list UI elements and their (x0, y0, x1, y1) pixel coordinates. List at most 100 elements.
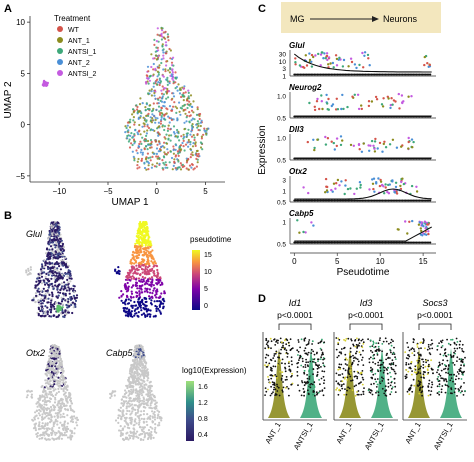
umap-point (138, 123, 141, 127)
feature-cell (120, 294, 123, 297)
feature-cell (122, 293, 125, 296)
umap-point (196, 133, 199, 136)
feature-cell (123, 284, 126, 287)
feature-cell (133, 314, 136, 317)
feature-cell (50, 371, 53, 374)
umap-point (175, 144, 178, 147)
violin-point (321, 338, 323, 341)
violin-point (308, 339, 311, 341)
feature-cell (113, 394, 116, 397)
umap-point (186, 134, 189, 137)
feature-cell (32, 296, 36, 299)
feature-cell (57, 307, 61, 310)
feature-cell (131, 363, 134, 366)
pseudotime-point (334, 54, 338, 57)
umap-point (165, 142, 169, 145)
feature-cell (45, 403, 48, 406)
umap-point (161, 85, 164, 88)
feature-cell (159, 303, 162, 306)
feature-cell (63, 285, 66, 288)
umap-point (152, 152, 155, 155)
umap-point (162, 31, 165, 34)
pseudotime-y-tick-label: 1.0 (277, 94, 286, 101)
feature-cell (136, 252, 139, 255)
legend-label: ANTSI_2 (68, 71, 97, 78)
violin-point (272, 357, 275, 359)
umap-point (153, 43, 156, 47)
feature-cell (54, 388, 57, 391)
umap-point (172, 92, 175, 95)
feature-cell (147, 259, 150, 262)
violin-category-label: ANT_1 (334, 421, 353, 446)
feature-cell (142, 375, 145, 378)
violin-point (344, 369, 347, 372)
feature-cell (50, 277, 53, 280)
umap-point (160, 97, 164, 100)
pseudotime-colorbar (192, 250, 200, 310)
feature-cell (52, 254, 55, 257)
feature-cell (130, 265, 133, 268)
umap-point (151, 109, 155, 112)
feature-cell (66, 408, 69, 411)
feature-cell (73, 296, 76, 299)
violin-point (350, 355, 352, 358)
umap-point (157, 155, 160, 158)
violin-point (311, 358, 314, 361)
legend-swatch (57, 37, 63, 43)
feature-cell (126, 426, 129, 429)
violin-point (354, 394, 357, 397)
umap-point (146, 160, 149, 163)
feature-cell (44, 296, 47, 299)
pseudotime-point (410, 138, 414, 141)
feature-cell (123, 310, 126, 313)
feature-cell (141, 291, 144, 294)
pseudotime-point (321, 51, 324, 54)
umap-point (195, 123, 198, 126)
pseudotime-point (335, 137, 339, 140)
pseudotime-y-tick-label: 1 (282, 220, 286, 227)
umap-point (182, 139, 185, 142)
umap-point (155, 54, 158, 57)
violin-point (357, 390, 360, 392)
pseudotime-point (372, 144, 375, 147)
umap-point (126, 134, 129, 138)
violin-point (320, 354, 323, 356)
pseudotime-point (330, 140, 333, 143)
feature-cell (51, 362, 54, 365)
violin-point (296, 371, 299, 373)
feature-cell (47, 297, 50, 300)
umap-point (192, 134, 195, 137)
umap-point (157, 121, 160, 124)
pseudotime-gene-label: Otx2 (289, 167, 307, 176)
violin-point (286, 352, 289, 355)
feature-cell (60, 387, 63, 390)
feature-cell (50, 393, 54, 396)
umap-point (163, 113, 166, 116)
violin-point (358, 351, 361, 354)
feature-cell (155, 307, 158, 310)
pseudotime-point (383, 140, 386, 143)
feature-cell (62, 424, 65, 427)
violin-point (284, 347, 286, 350)
pseudotime-point (347, 65, 350, 68)
feature-cell (139, 359, 142, 362)
feature-cell (138, 393, 141, 396)
feature-cell (138, 426, 142, 429)
umap-point (179, 168, 183, 171)
umap-point (172, 164, 175, 167)
violin-point (269, 358, 272, 361)
feature-cell (61, 262, 64, 265)
feature-cell (41, 314, 44, 317)
violin-point (276, 385, 279, 388)
feature-cell (59, 413, 62, 416)
violin-point (279, 337, 282, 340)
pseudotime-point (332, 141, 335, 145)
feature-cell (125, 396, 128, 399)
violin-point (318, 366, 320, 369)
feature-cell (51, 295, 54, 298)
feature-cell (138, 421, 141, 424)
feature-cell (132, 272, 135, 275)
pseudotime-y-tick-label: 3 (282, 178, 286, 185)
